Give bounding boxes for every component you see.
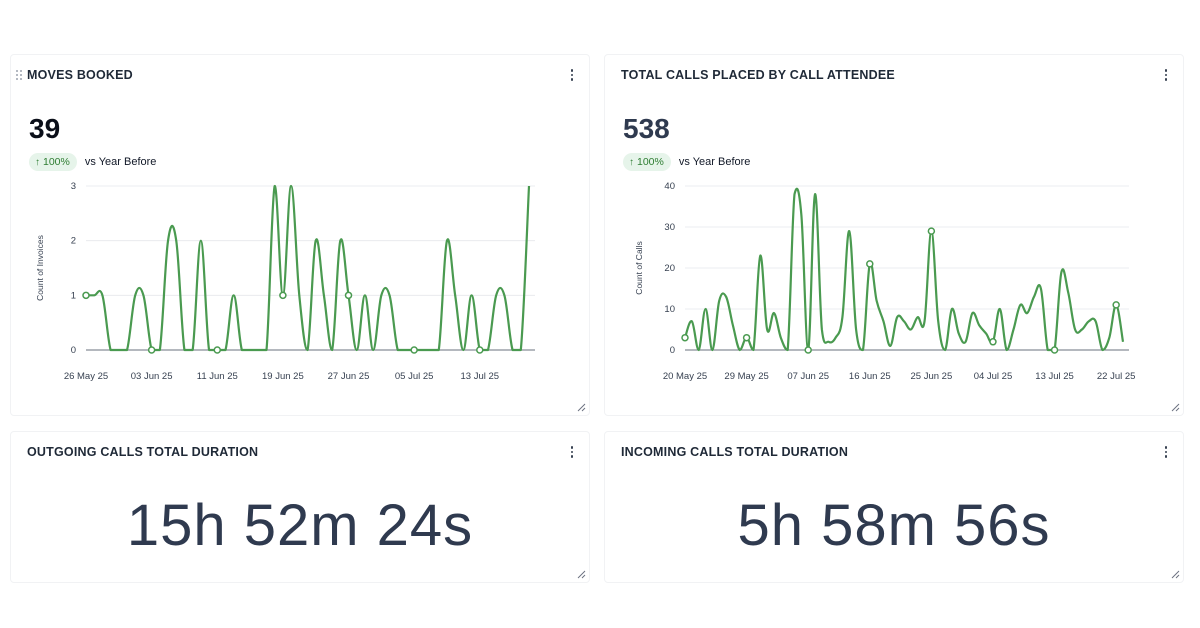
x-tick-label: 13 Jul 25 xyxy=(1035,371,1074,382)
drag-grip-icon[interactable] xyxy=(15,69,23,81)
comparison-row: ↑ 100% vs Year Before xyxy=(29,153,156,171)
moves-booked-card: MOVES BOOKED 39 ↑ 100% vs Year Before 0 1… xyxy=(10,54,590,416)
vertical-dots-icon[interactable] xyxy=(567,67,577,83)
data-point[interactable] xyxy=(866,260,874,268)
x-tick-label: 26 May 25 xyxy=(64,371,108,382)
y-tick-label: 40 xyxy=(664,181,675,192)
y-axis-label: Count of Calls xyxy=(634,241,644,294)
data-point[interactable] xyxy=(476,346,484,354)
y-tick-label: 0 xyxy=(71,345,76,356)
resize-corner-icon[interactable] xyxy=(1170,569,1180,579)
data-point[interactable] xyxy=(82,291,90,300)
x-tick-label: 16 Jun 25 xyxy=(849,371,891,382)
x-tick-label: 03 Jun 25 xyxy=(131,371,173,382)
duration-value: 15h 52m 24s xyxy=(126,493,474,558)
card-title: INCOMING CALLS TOTAL DURATION xyxy=(621,445,849,459)
resize-corner-icon[interactable] xyxy=(1170,402,1180,412)
y-axis-label: Count of Invoices xyxy=(35,235,45,301)
arrow-up-icon: ↑ xyxy=(629,156,634,168)
kpi-value: 39 xyxy=(29,113,61,144)
x-tick-label: 07 Jun 25 xyxy=(787,371,829,382)
calls-line-chart: 0 10 20 30 40 Count of Calls 20 May 25 29 May 2… xyxy=(634,181,1136,382)
data-point[interactable] xyxy=(742,333,751,342)
data-point[interactable] xyxy=(147,346,156,354)
x-tick-label: 29 May 25 xyxy=(724,371,768,382)
x-tick-label: 20 May 25 xyxy=(663,371,707,382)
vertical-dots-icon[interactable] xyxy=(1161,67,1171,83)
data-point[interactable] xyxy=(681,333,689,342)
y-tick-label: 30 xyxy=(664,222,675,233)
data-point[interactable] xyxy=(344,291,353,300)
comparison-label: vs Year Before xyxy=(678,156,751,168)
data-point[interactable] xyxy=(804,346,812,354)
y-tick-label: 3 xyxy=(71,181,76,192)
data-point[interactable] xyxy=(1112,301,1120,309)
comparison-row: ↑ 100% vs Year Before xyxy=(623,153,750,171)
data-point[interactable] xyxy=(213,346,222,354)
resize-corner-icon[interactable] xyxy=(576,402,586,412)
x-tick-label: 25 Jun 25 xyxy=(911,371,953,382)
y-tick-label: 20 xyxy=(664,263,675,274)
y-tick-label: 2 xyxy=(71,236,76,247)
x-tick-label: 04 Jul 25 xyxy=(974,371,1013,382)
y-tick-label: 1 xyxy=(71,290,76,301)
total-calls-card: TOTAL CALLS PLACED BY CALL ATTENDEE 538 … xyxy=(604,54,1184,416)
y-tick-label: 0 xyxy=(670,345,675,356)
x-tick-label: 27 Jun 25 xyxy=(328,371,370,382)
change-badge: ↑ 100% xyxy=(623,153,671,171)
x-tick-label: 19 Jun 25 xyxy=(262,371,304,382)
x-tick-label: 13 Jul 25 xyxy=(460,371,499,382)
data-point[interactable] xyxy=(927,227,936,235)
data-point[interactable] xyxy=(279,291,287,300)
vertical-dots-icon[interactable] xyxy=(567,444,577,460)
card-title: OUTGOING CALLS TOTAL DURATION xyxy=(27,445,259,459)
incoming-duration-card: INCOMING CALLS TOTAL DURATION 5h 58m 56s xyxy=(604,431,1184,583)
series-line xyxy=(683,187,1125,352)
data-point[interactable] xyxy=(1050,346,1059,354)
arrow-up-icon: ↑ xyxy=(35,156,40,168)
series-line xyxy=(85,184,531,352)
change-badge: ↑ 100% xyxy=(29,153,77,171)
kpi-value: 538 xyxy=(623,113,670,144)
moves-line-chart: 0 1 2 3 Count of Invoices 26 May 25 03 Jun 25 1… xyxy=(35,181,535,382)
card-title: TOTAL CALLS PLACED BY CALL ATTENDEE xyxy=(621,68,895,82)
duration-value: 5h 58m 56s xyxy=(737,493,1051,558)
x-tick-label: 22 Jul 25 xyxy=(1097,371,1136,382)
y-tick-label: 10 xyxy=(664,304,675,315)
change-percent: 100% xyxy=(43,156,70,168)
x-tick-label: 05 Jul 25 xyxy=(395,371,434,382)
vertical-dots-icon[interactable] xyxy=(1161,444,1171,460)
resize-corner-icon[interactable] xyxy=(576,569,586,579)
x-tick-label: 11 Jun 25 xyxy=(197,371,238,382)
data-point[interactable] xyxy=(989,338,997,346)
comparison-label: vs Year Before xyxy=(84,156,157,168)
card-title: MOVES BOOKED xyxy=(27,68,133,82)
outgoing-duration-card: OUTGOING CALLS TOTAL DURATION 15h 52m 24… xyxy=(10,431,590,583)
change-percent: 100% xyxy=(637,156,664,168)
data-point[interactable] xyxy=(410,346,418,354)
